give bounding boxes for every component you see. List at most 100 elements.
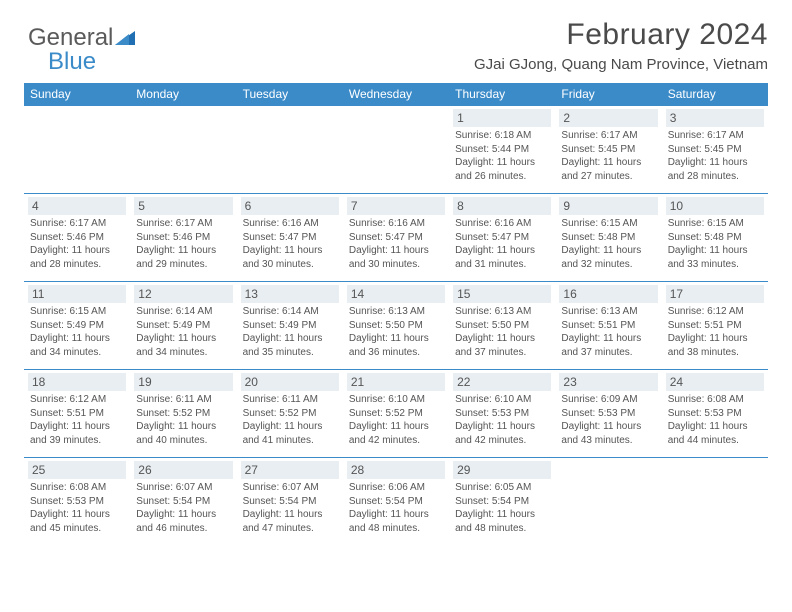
day-number: 3: [666, 109, 764, 127]
sunrise-line: Sunrise: 6:15 AM: [668, 217, 762, 231]
calendar-cell: 11Sunrise: 6:15 AMSunset: 5:49 PMDayligh…: [24, 282, 130, 370]
daylight-line: Daylight: 11 hours and 48 minutes.: [455, 508, 549, 535]
calendar-cell: 12Sunrise: 6:14 AMSunset: 5:49 PMDayligh…: [130, 282, 236, 370]
day-details: Sunrise: 6:13 AMSunset: 5:50 PMDaylight:…: [453, 303, 551, 359]
day-details: Sunrise: 6:10 AMSunset: 5:53 PMDaylight:…: [453, 391, 551, 447]
calendar-cell: 25Sunrise: 6:08 AMSunset: 5:53 PMDayligh…: [24, 458, 130, 546]
calendar-cell: 6Sunrise: 6:16 AMSunset: 5:47 PMDaylight…: [237, 194, 343, 282]
calendar-table: Sunday Monday Tuesday Wednesday Thursday…: [24, 83, 768, 546]
daylight-line: Daylight: 11 hours and 28 minutes.: [30, 244, 124, 271]
sunrise-line: Sunrise: 6:13 AM: [455, 305, 549, 319]
sunset-line: Sunset: 5:49 PM: [136, 319, 230, 333]
daylight-line: Daylight: 11 hours and 28 minutes.: [668, 156, 762, 183]
sunset-line: Sunset: 5:52 PM: [136, 407, 230, 421]
daylight-line: Daylight: 11 hours and 30 minutes.: [243, 244, 337, 271]
daylight-line: Daylight: 11 hours and 45 minutes.: [30, 508, 124, 535]
day-number: 15: [453, 285, 551, 303]
daylight-line: Daylight: 11 hours and 30 minutes.: [349, 244, 443, 271]
sunset-line: Sunset: 5:48 PM: [561, 231, 655, 245]
sunrise-line: Sunrise: 6:13 AM: [561, 305, 655, 319]
calendar-cell: 2Sunrise: 6:17 AMSunset: 5:45 PMDaylight…: [555, 106, 661, 194]
daylight-line: Daylight: 11 hours and 38 minutes.: [668, 332, 762, 359]
day-number: 10: [666, 197, 764, 215]
day-details: Sunrise: 6:10 AMSunset: 5:52 PMDaylight:…: [347, 391, 445, 447]
sunset-line: Sunset: 5:51 PM: [30, 407, 124, 421]
sunrise-line: Sunrise: 6:12 AM: [668, 305, 762, 319]
daylight-line: Daylight: 11 hours and 27 minutes.: [561, 156, 655, 183]
day-number: 1: [453, 109, 551, 127]
sunset-line: Sunset: 5:44 PM: [455, 143, 549, 157]
sunset-line: Sunset: 5:51 PM: [561, 319, 655, 333]
day-number: 2: [559, 109, 657, 127]
calendar-cell: 17Sunrise: 6:12 AMSunset: 5:51 PMDayligh…: [662, 282, 768, 370]
daylight-line: Daylight: 11 hours and 40 minutes.: [136, 420, 230, 447]
calendar-cell: 28Sunrise: 6:06 AMSunset: 5:54 PMDayligh…: [343, 458, 449, 546]
day-details: Sunrise: 6:08 AMSunset: 5:53 PMDaylight:…: [28, 479, 126, 535]
sunrise-line: Sunrise: 6:18 AM: [455, 129, 549, 143]
daylight-line: Daylight: 11 hours and 41 minutes.: [243, 420, 337, 447]
calendar-week-row: 1Sunrise: 6:18 AMSunset: 5:44 PMDaylight…: [24, 106, 768, 194]
day-number: 6: [241, 197, 339, 215]
calendar-cell: [237, 106, 343, 194]
sunset-line: Sunset: 5:47 PM: [243, 231, 337, 245]
day-details: Sunrise: 6:18 AMSunset: 5:44 PMDaylight:…: [453, 127, 551, 183]
daylight-line: Daylight: 11 hours and 42 minutes.: [455, 420, 549, 447]
sunset-line: Sunset: 5:47 PM: [349, 231, 443, 245]
day-number: 19: [134, 373, 232, 391]
day-details: Sunrise: 6:07 AMSunset: 5:54 PMDaylight:…: [241, 479, 339, 535]
day-details: Sunrise: 6:05 AMSunset: 5:54 PMDaylight:…: [453, 479, 551, 535]
day-details: Sunrise: 6:17 AMSunset: 5:46 PMDaylight:…: [134, 215, 232, 271]
calendar-cell: 13Sunrise: 6:14 AMSunset: 5:49 PMDayligh…: [237, 282, 343, 370]
day-details: Sunrise: 6:14 AMSunset: 5:49 PMDaylight:…: [134, 303, 232, 359]
calendar-cell: 20Sunrise: 6:11 AMSunset: 5:52 PMDayligh…: [237, 370, 343, 458]
calendar-cell: 29Sunrise: 6:05 AMSunset: 5:54 PMDayligh…: [449, 458, 555, 546]
day-details: Sunrise: 6:13 AMSunset: 5:51 PMDaylight:…: [559, 303, 657, 359]
sunrise-line: Sunrise: 6:17 AM: [30, 217, 124, 231]
day-number: 24: [666, 373, 764, 391]
sunset-line: Sunset: 5:53 PM: [668, 407, 762, 421]
sunrise-line: Sunrise: 6:15 AM: [30, 305, 124, 319]
calendar-cell: [343, 106, 449, 194]
daylight-line: Daylight: 11 hours and 31 minutes.: [455, 244, 549, 271]
daylight-line: Daylight: 11 hours and 44 minutes.: [668, 420, 762, 447]
sunset-line: Sunset: 5:46 PM: [30, 231, 124, 245]
weekday-header: Thursday: [449, 83, 555, 106]
calendar-cell: [24, 106, 130, 194]
sunrise-line: Sunrise: 6:07 AM: [243, 481, 337, 495]
sunset-line: Sunset: 5:46 PM: [136, 231, 230, 245]
daylight-line: Daylight: 11 hours and 37 minutes.: [561, 332, 655, 359]
sunset-line: Sunset: 5:53 PM: [30, 495, 124, 509]
sunset-line: Sunset: 5:53 PM: [455, 407, 549, 421]
day-details: Sunrise: 6:13 AMSunset: 5:50 PMDaylight:…: [347, 303, 445, 359]
day-number: 28: [347, 461, 445, 479]
day-number: 12: [134, 285, 232, 303]
calendar-week-row: 18Sunrise: 6:12 AMSunset: 5:51 PMDayligh…: [24, 370, 768, 458]
day-number: 18: [28, 373, 126, 391]
daylight-line: Daylight: 11 hours and 32 minutes.: [561, 244, 655, 271]
daylight-line: Daylight: 11 hours and 33 minutes.: [668, 244, 762, 271]
page-subtitle: GJai GJong, Quang Nam Province, Vietnam: [24, 56, 768, 73]
sunset-line: Sunset: 5:49 PM: [30, 319, 124, 333]
calendar-week-row: 25Sunrise: 6:08 AMSunset: 5:53 PMDayligh…: [24, 458, 768, 546]
sunset-line: Sunset: 5:54 PM: [136, 495, 230, 509]
daylight-line: Daylight: 11 hours and 34 minutes.: [136, 332, 230, 359]
header-block: February 2024 GJai GJong, Quang Nam Prov…: [24, 18, 768, 73]
day-number: 21: [347, 373, 445, 391]
day-details: Sunrise: 6:12 AMSunset: 5:51 PMDaylight:…: [666, 303, 764, 359]
day-details: Sunrise: 6:11 AMSunset: 5:52 PMDaylight:…: [134, 391, 232, 447]
sunrise-line: Sunrise: 6:16 AM: [455, 217, 549, 231]
calendar-cell: 5Sunrise: 6:17 AMSunset: 5:46 PMDaylight…: [130, 194, 236, 282]
calendar-cell: 8Sunrise: 6:16 AMSunset: 5:47 PMDaylight…: [449, 194, 555, 282]
sunrise-line: Sunrise: 6:09 AM: [561, 393, 655, 407]
day-number: 9: [559, 197, 657, 215]
page-title: February 2024: [24, 18, 768, 52]
calendar-cell: 24Sunrise: 6:08 AMSunset: 5:53 PMDayligh…: [662, 370, 768, 458]
day-number: 27: [241, 461, 339, 479]
day-number: 17: [666, 285, 764, 303]
sunrise-line: Sunrise: 6:05 AM: [455, 481, 549, 495]
sunset-line: Sunset: 5:47 PM: [455, 231, 549, 245]
sunrise-line: Sunrise: 6:17 AM: [668, 129, 762, 143]
sunrise-line: Sunrise: 6:08 AM: [30, 481, 124, 495]
weekday-header: Tuesday: [237, 83, 343, 106]
brand-part2: Blue: [48, 48, 96, 76]
